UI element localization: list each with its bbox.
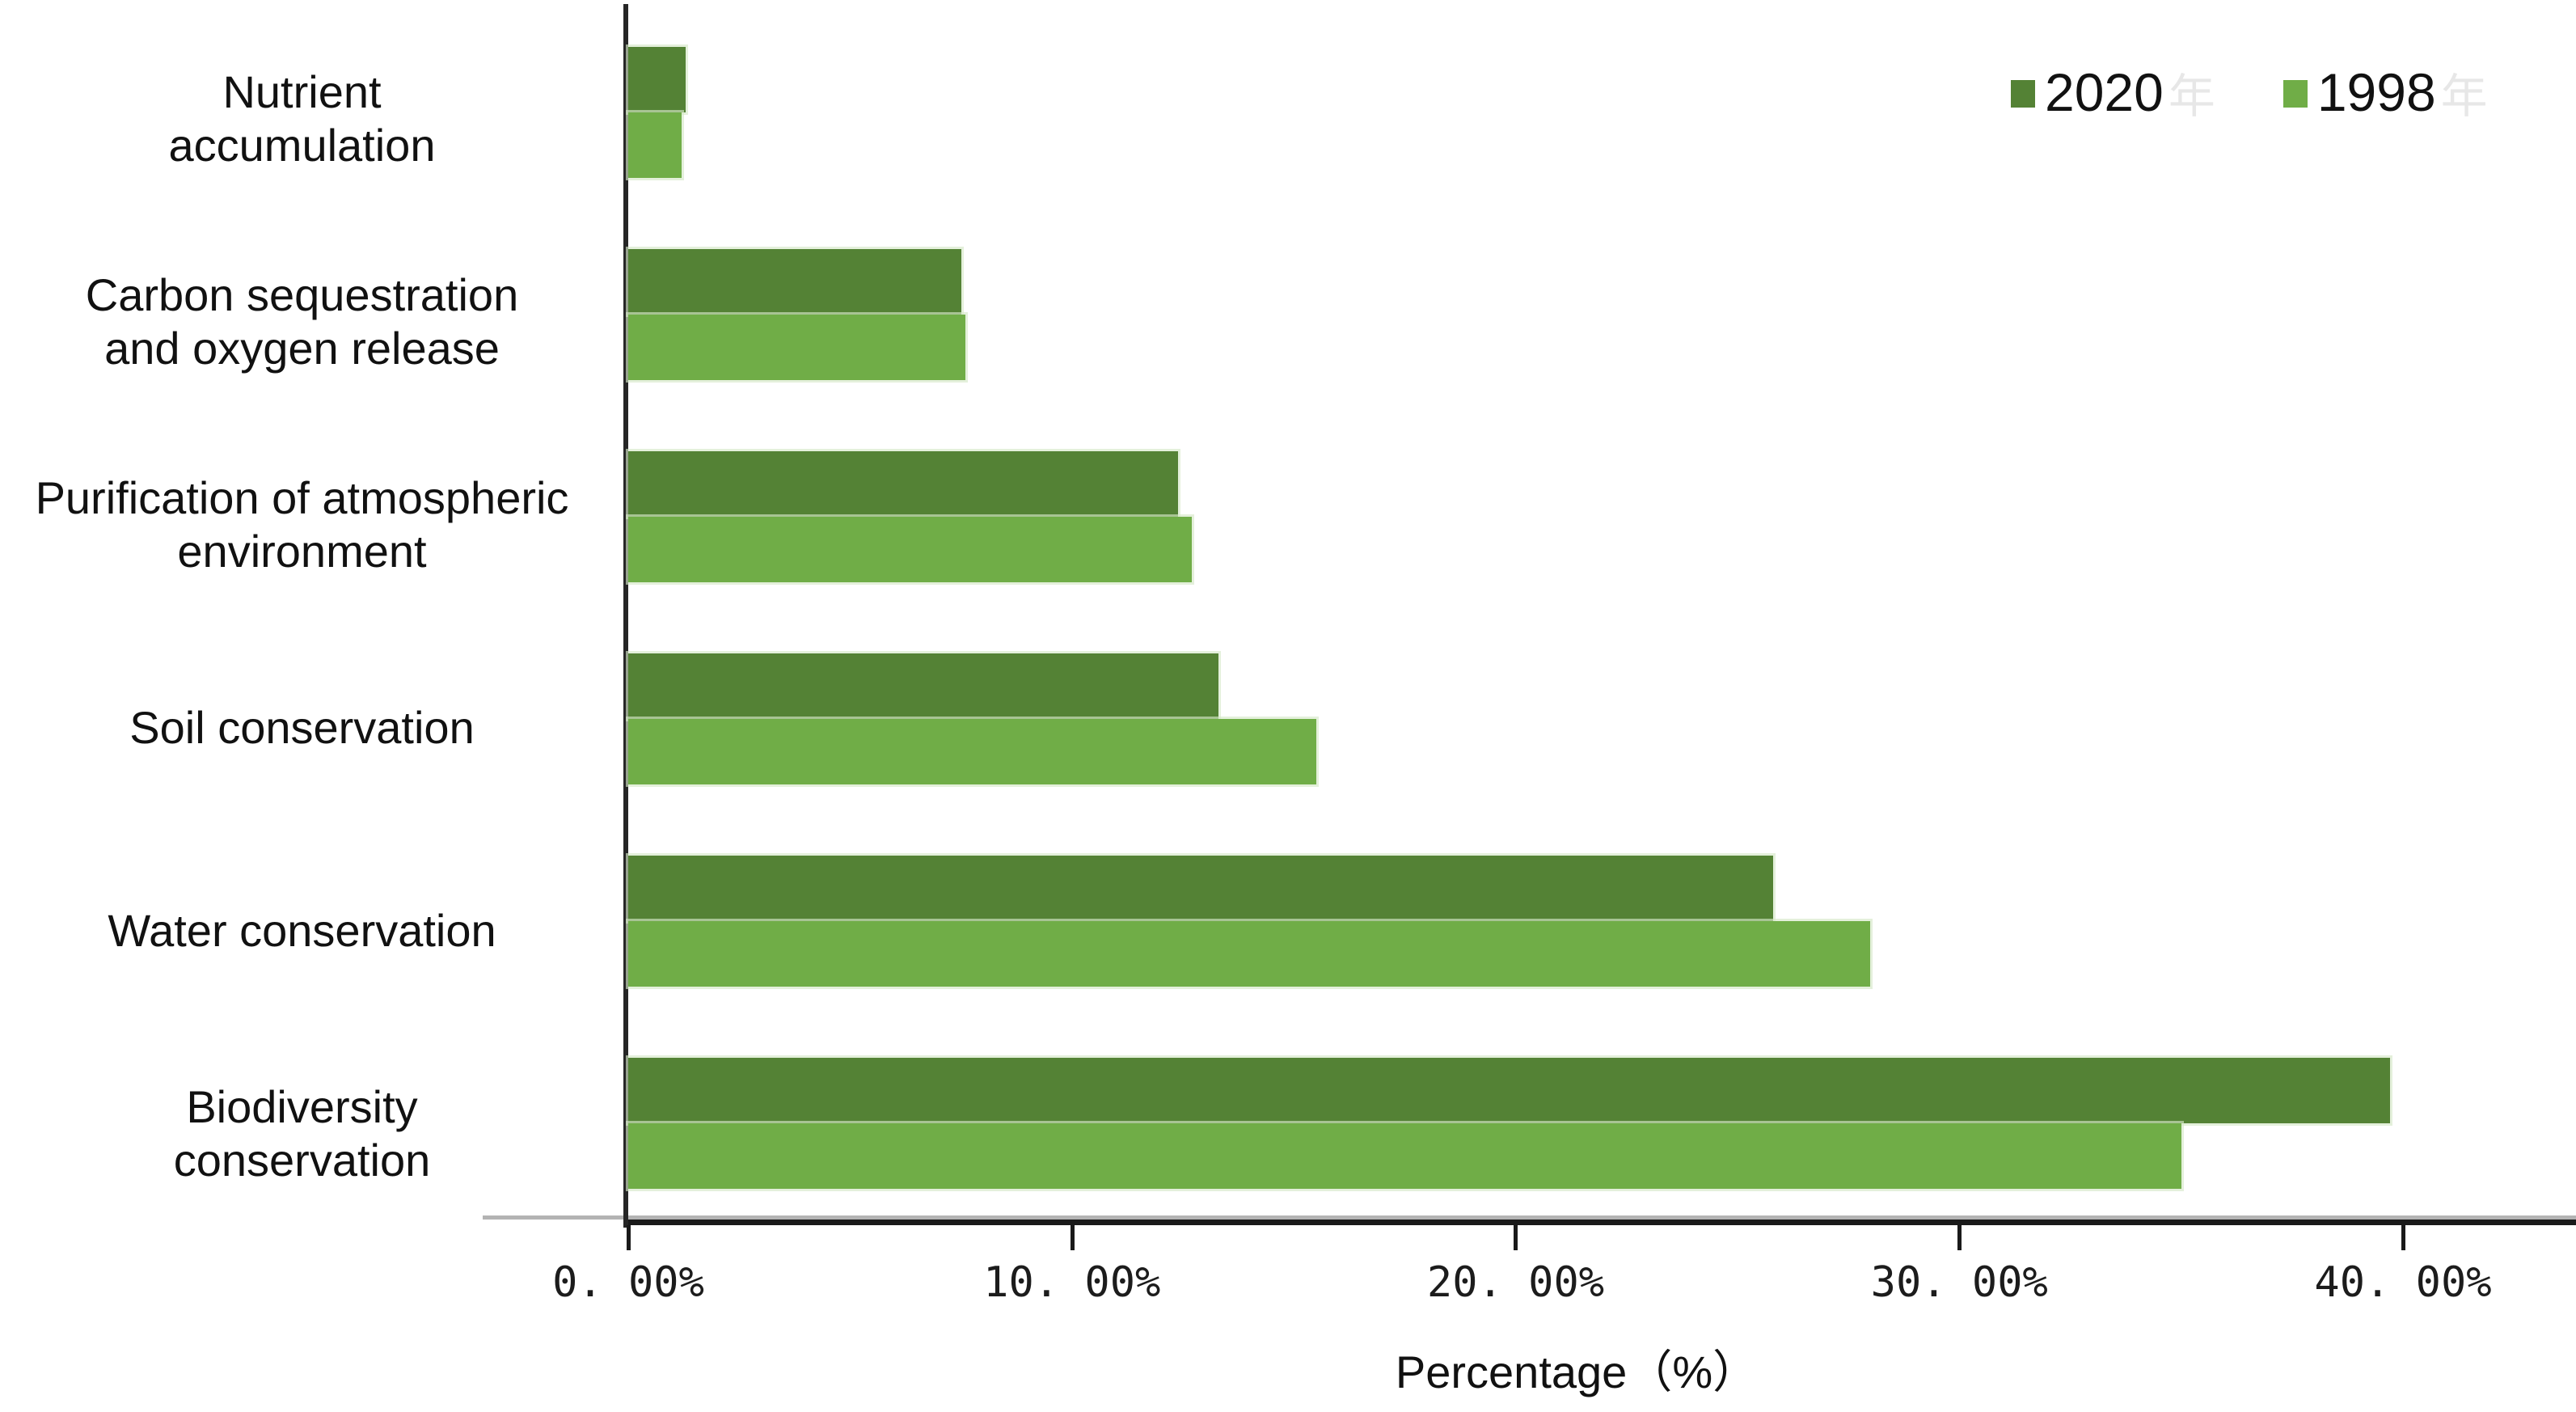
bar-1998-3 — [628, 517, 1192, 582]
legend-ghost-text: 年 — [2168, 70, 2215, 123]
bar-2020-3 — [628, 451, 1179, 517]
category-label: Carbon sequestration and oxygen release — [85, 268, 519, 374]
legend-item-1998: 1998 年 — [2283, 58, 2488, 126]
legend: 2020 年 1998 年 — [2011, 58, 2488, 126]
category-label: Nutrient accumulation — [168, 66, 436, 171]
x-tick — [2401, 1225, 2405, 1250]
category-label: Biodiversity conservation — [173, 1081, 431, 1186]
x-tick-label: 10. 00% — [983, 1258, 1161, 1307]
x-tick — [627, 1225, 631, 1250]
bar-2020-6 — [628, 1058, 2390, 1123]
bar-2020-4 — [628, 653, 1218, 719]
legend-label: 1998 — [2316, 62, 2436, 122]
category-label: Soil conservation — [129, 702, 475, 754]
bar-row — [628, 815, 2576, 1017]
bar-row — [628, 613, 2576, 815]
legend-swatch-icon — [2283, 80, 2308, 108]
bar-row — [628, 209, 2576, 411]
x-tick-label: 30. 00% — [1870, 1258, 2048, 1307]
bar-row — [628, 1017, 2576, 1220]
bar-row — [628, 6, 2576, 209]
x-tick — [1514, 1225, 1518, 1250]
bar-1998-2 — [628, 315, 966, 380]
x-axis-line — [623, 1220, 2576, 1225]
x-tick — [1957, 1225, 1962, 1250]
y-axis-line — [623, 4, 628, 1228]
legend-swatch-icon — [2011, 80, 2035, 108]
x-tick-label: 40. 00% — [2314, 1258, 2492, 1307]
category-label: Purification of atmospheric environment — [35, 471, 569, 577]
bar-1998-4 — [628, 719, 1316, 784]
bar-2020-5 — [628, 856, 1773, 921]
bar-1998-6 — [628, 1123, 2181, 1189]
plot-area: 0. 00% 10. 00% 20. 00% 30. 00% 40. 00% — [483, 4, 2576, 1307]
bar-rows — [628, 6, 2576, 1220]
bar-1998-5 — [628, 921, 1871, 987]
legend-label: 2020 — [2045, 62, 2164, 122]
legend-item-2020: 2020 年 — [2011, 58, 2215, 126]
x-tick-label: 20. 00% — [1426, 1258, 1605, 1307]
bar-2020-1 — [628, 47, 686, 112]
x-tick — [1070, 1225, 1075, 1250]
bar-1998-1 — [628, 112, 682, 178]
category-label: Water conservation — [108, 905, 496, 957]
bar-row — [628, 411, 2576, 613]
category-axis: Nutrient accumulation Carbon sequestration… — [0, 6, 604, 1225]
legend-ghost-text: 年 — [2440, 70, 2488, 123]
x-tick-label: 0. 00% — [552, 1258, 704, 1307]
x-axis-shadow-line — [483, 1215, 2576, 1220]
bar-2020-2 — [628, 249, 961, 315]
x-axis-title: Percentage（%） — [1395, 1346, 1759, 1397]
